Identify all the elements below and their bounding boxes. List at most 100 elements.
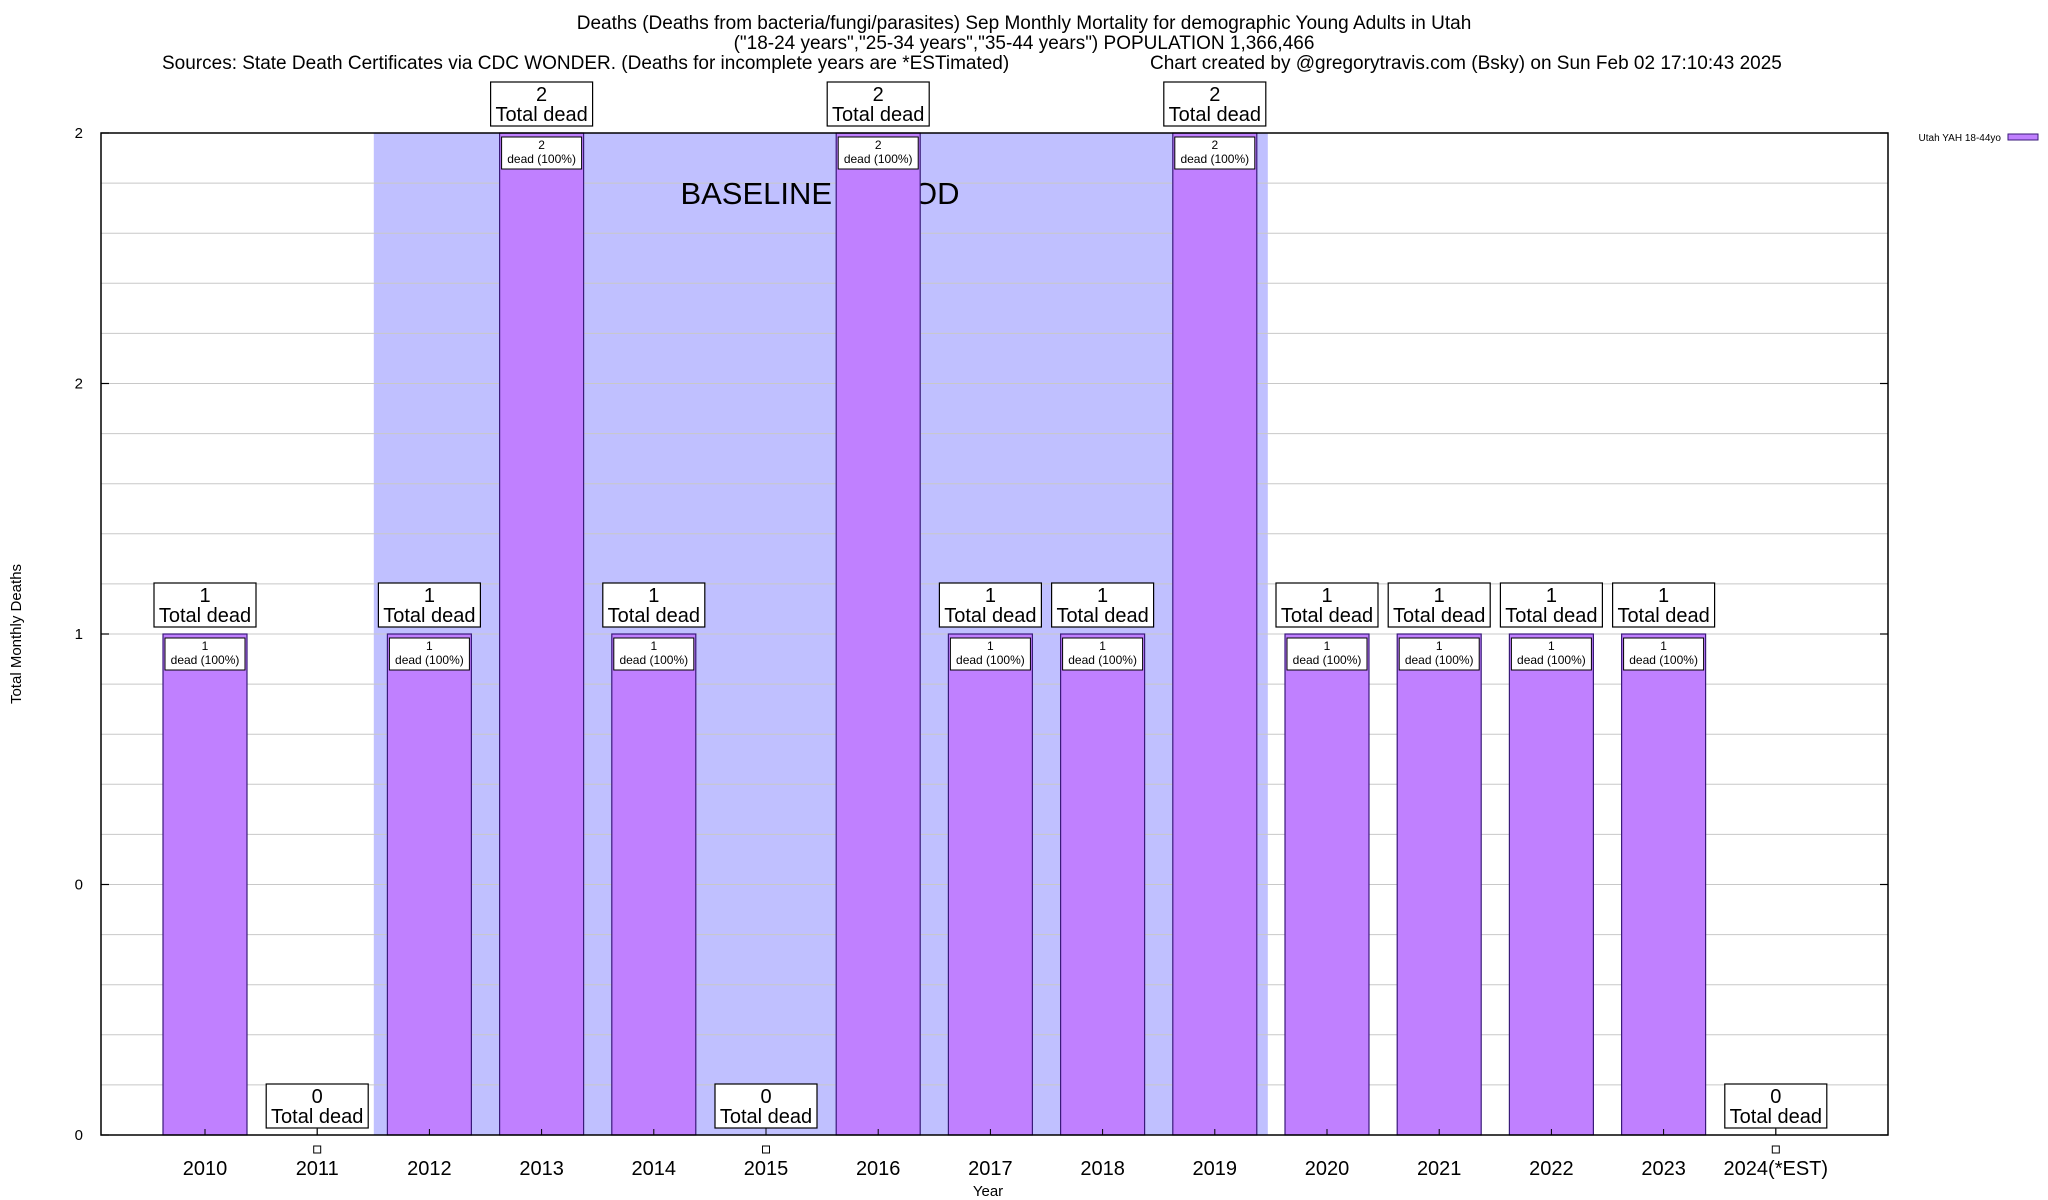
total-dead-label-box: [714, 1083, 818, 1129]
inner-dead-text: dead (100%): [171, 653, 240, 667]
y-tick-label: 1: [75, 626, 83, 643]
bar: [499, 132, 585, 1136]
legend-swatch: [2007, 133, 2039, 141]
total-dead-label-box: [1163, 81, 1267, 127]
total-dead-text: Total dead: [1617, 605, 1709, 627]
x-tick-label: 2011: [296, 1158, 339, 1180]
total-dead-text: Total dead: [720, 1106, 812, 1128]
legend: Utah YAH 18-44yo: [1919, 133, 2039, 144]
chart-subtitle: ("18-24 years","25-34 years","35-44 year…: [733, 33, 1315, 54]
total-dead-label-box: [602, 582, 706, 628]
y-axis-ticks: 0 0 1 2 2: [75, 125, 1888, 1144]
inner-dead-count: 1: [1548, 639, 1555, 653]
zero-marker: [762, 1145, 770, 1154]
total-dead-count: 2: [873, 84, 884, 106]
bar: [835, 132, 921, 1136]
inner-dead-label-box: [1062, 637, 1144, 671]
inner-dead-text: dead (100%): [1405, 653, 1474, 667]
bars: [162, 132, 1707, 1136]
legend-label: Utah YAH 18-44yo: [1919, 133, 2002, 144]
total-dead-text: Total dead: [271, 1106, 363, 1128]
total-dead-count: 1: [1658, 585, 1669, 607]
total-dead-label-box: [1387, 582, 1491, 628]
y-tick-label: 0: [75, 1127, 83, 1144]
inner-dead-count: 1: [1099, 639, 1106, 653]
x-axis-ticks: 2010 2011 2012 2013 2014 2015 2016 2017 2018 2019…: [183, 1129, 1828, 1180]
x-tick-label: 2023: [1641, 1158, 1686, 1180]
inner-dead-text: dead (100%): [507, 152, 576, 166]
x-tick-label: 2022: [1529, 1158, 1574, 1180]
x-tick-label: 2024(*EST): [1724, 1158, 1829, 1180]
inner-dead-text: dead (100%): [1180, 152, 1249, 166]
inner-dead-label-box: [613, 637, 695, 671]
total-dead-text: Total dead: [495, 104, 587, 126]
zero-marker: [313, 1145, 322, 1154]
total-dead-count: 2: [536, 84, 547, 106]
bar: [162, 633, 248, 1136]
inner-dead-label-box: [949, 637, 1031, 671]
inner-dead-count: 1: [650, 639, 657, 653]
total-dead-label-box: [265, 1083, 369, 1129]
inner-dead-text: dead (100%): [1517, 653, 1586, 667]
total-dead-label-box: [1611, 582, 1716, 628]
total-dead-text: Total dead: [944, 605, 1036, 627]
inner-dead-count: 2: [538, 138, 545, 152]
total-dead-label-box: [826, 81, 930, 127]
total-dead-count: 0: [760, 1086, 771, 1108]
total-dead-text: Total dead: [1281, 605, 1373, 627]
total-dead-text: Total dead: [1393, 605, 1485, 627]
bar: [1620, 633, 1707, 1136]
total-dead-text: Total dead: [383, 605, 475, 627]
total-dead-text: Total dead: [1730, 1106, 1822, 1128]
x-tick-label: 2017: [968, 1158, 1013, 1180]
total-dead-text: Total dead: [1505, 605, 1597, 627]
total-dead-count: 1: [199, 585, 210, 607]
total-dead-label-box: [1050, 582, 1155, 628]
bar: [1059, 633, 1146, 1136]
inner-dead-text: dead (100%): [1068, 653, 1137, 667]
inner-dead-text: dead (100%): [619, 653, 688, 667]
total-dead-label-box: [1499, 582, 1604, 628]
total-dead-label-box: [153, 582, 257, 628]
total-dead-count: 1: [1097, 585, 1108, 607]
total-dead-text: Total dead: [1056, 605, 1148, 627]
y-tick-label: 2: [75, 125, 83, 142]
inner-dead-label-box: [501, 136, 583, 170]
inner-dead-label-box: [837, 136, 919, 170]
inner-dead-text: dead (100%): [395, 653, 464, 667]
bar: [611, 633, 697, 1136]
total-dead-label-box: [938, 582, 1043, 628]
bar: [1284, 633, 1370, 1136]
total-dead-text: Total dead: [1169, 104, 1261, 126]
chart-title: Deaths (Deaths from bacteria/fungi/paras…: [576, 13, 1472, 34]
x-tick-label: 2013: [519, 1158, 564, 1180]
inner-dead-label-box: [1174, 136, 1256, 170]
inner-dead-count: 2: [875, 138, 882, 152]
total-dead-text: Total dead: [608, 605, 700, 627]
zero-marker: [1771, 1145, 1780, 1154]
bar: [947, 633, 1034, 1136]
y-tick-label: 0: [75, 877, 83, 894]
inner-dead-label-box: [1510, 637, 1592, 671]
total-dead-count: 1: [1546, 585, 1557, 607]
inner-dead-label-box: [388, 637, 470, 671]
bar: [386, 633, 472, 1136]
total-dead-text: Total dead: [832, 104, 924, 126]
total-dead-text: Total dead: [159, 605, 251, 627]
total-dead-label-box: [377, 582, 481, 628]
